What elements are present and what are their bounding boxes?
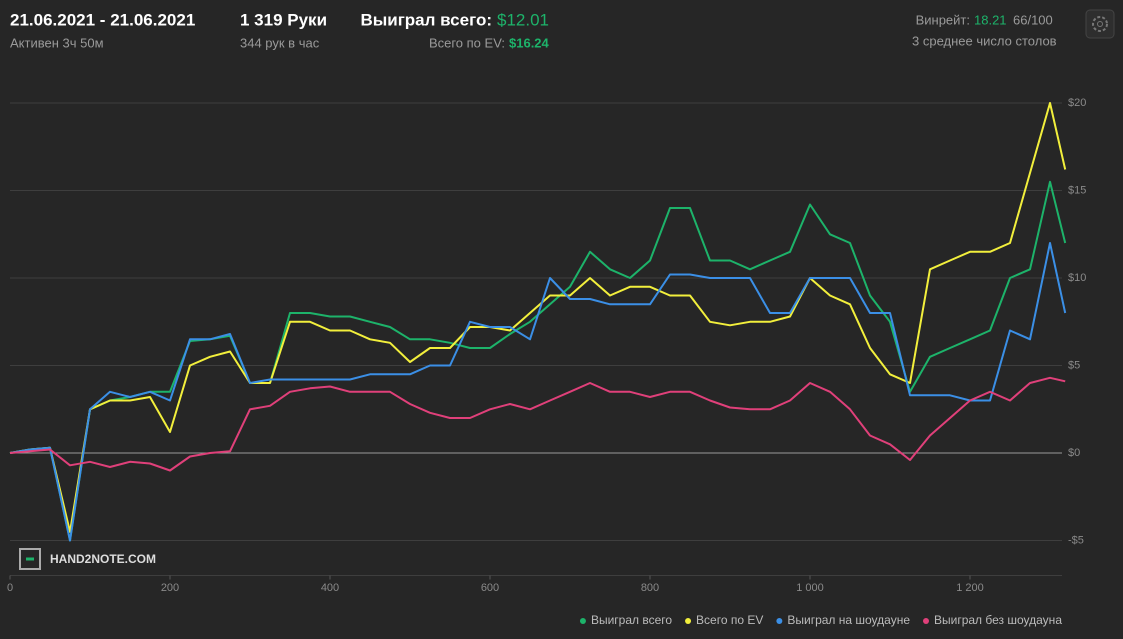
x-tick-label: 600: [481, 582, 499, 594]
x-tick-label: 200: [161, 582, 179, 594]
date-range: 21.06.2021 - 21.06.2021: [10, 10, 195, 29]
watermark-text: HAND2NOTE.COM: [50, 552, 156, 566]
legend-label: Выиграл всего: [591, 613, 672, 627]
legend-label: Выиграл без шоудауна: [934, 613, 1062, 627]
series-line: [9, 376, 1066, 472]
y-tick-label: -$5: [1068, 534, 1084, 546]
x-tick-label: 400: [321, 582, 339, 594]
x-tick-label: 1 200: [956, 582, 984, 594]
y-tick-label: $10: [1068, 272, 1086, 284]
legend-marker: [579, 618, 586, 624]
x-tick-label: 800: [641, 582, 659, 594]
series-line: [9, 242, 1067, 542]
gear-icon[interactable]: [1092, 16, 1108, 32]
tables: 3 среднее число столов: [912, 33, 1057, 48]
watermark-logo: [19, 548, 41, 570]
legend-marker: [685, 618, 692, 624]
x-tick-label: 1 000: [796, 582, 824, 594]
settings-box[interactable]: [1085, 9, 1115, 39]
legend-marker: [923, 618, 929, 624]
settings-button[interactable]: [1085, 9, 1115, 39]
won-value: $12.01: [497, 10, 549, 29]
winrate-value: 18.21: [974, 12, 1007, 27]
active-time: Активен 3ч 50м: [10, 35, 104, 50]
legend-label: Всего по EV: [696, 613, 763, 627]
ev-label: Всего по EV:: [429, 35, 505, 50]
winrate-unit: 66/100: [1013, 12, 1053, 27]
legend: Выиграл без шоудауна Выиграл на шоудауне В…: [579, 613, 1062, 627]
legend-marker: [776, 618, 783, 624]
hands: 1 319 Руки: [240, 10, 327, 29]
winrate-label: Винрейт:: [916, 12, 970, 27]
y-tick-label: $5: [1068, 359, 1080, 371]
watermark: HAND2NOTE.COM: [19, 548, 156, 570]
x-tick-label: 0: [7, 582, 13, 594]
series-line: [9, 102, 1067, 533]
gear-center[interactable]: [1097, 21, 1103, 27]
y-tick-label: $0: [1068, 447, 1080, 459]
legend-label: Выиграл на шоудауне: [787, 613, 910, 627]
ev-value: $16.24: [509, 35, 550, 50]
hands-per-hour: 344 рук в час: [240, 35, 320, 50]
y-tick-label: $20: [1068, 97, 1086, 109]
y-tick-label: $15: [1068, 184, 1086, 196]
won-label: Выиграл всего:: [360, 10, 492, 29]
